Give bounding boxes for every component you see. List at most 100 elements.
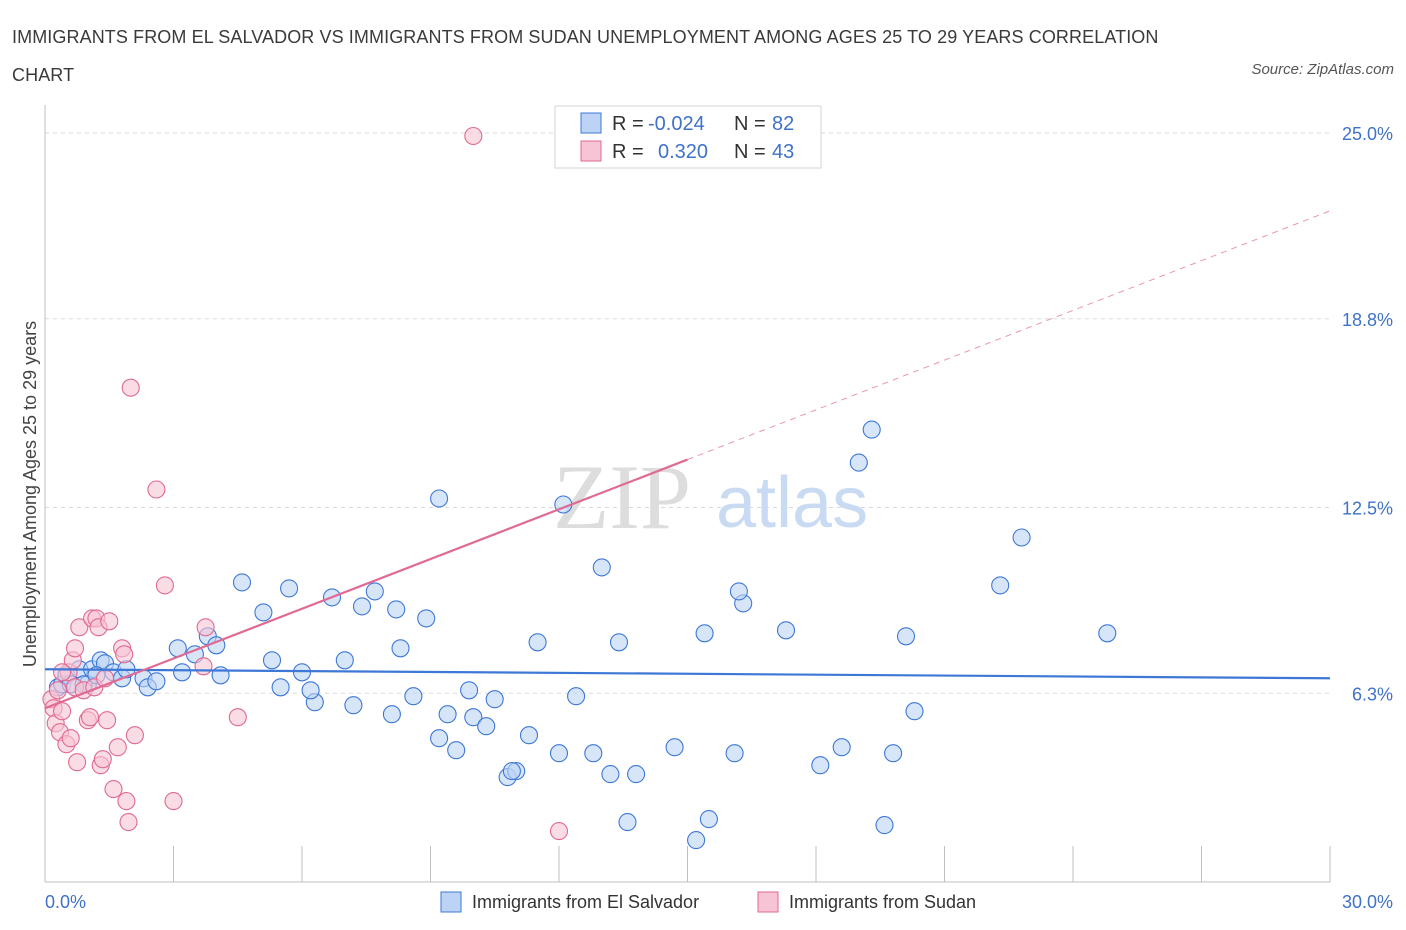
point-el-salvador — [811, 756, 830, 775]
point-el-salvador — [232, 573, 252, 592]
point-el-salvador — [776, 621, 796, 640]
point-sudan — [155, 576, 174, 595]
point-el-salvador — [725, 744, 744, 763]
point-el-salvador — [211, 666, 230, 685]
point-el-salvador — [254, 603, 273, 622]
trendline-sudan — [44, 458, 688, 710]
legend-n-value-2: 43 — [772, 141, 794, 163]
y-tick-label: 18.8% — [1342, 310, 1393, 330]
point-el-salvador — [729, 582, 748, 601]
point-sudan — [115, 645, 134, 664]
point-el-salvador — [147, 672, 166, 691]
point-sudan — [104, 780, 123, 799]
point-el-salvador — [528, 633, 547, 652]
point-el-salvador — [991, 576, 1010, 595]
point-el-salvador — [699, 810, 718, 829]
point-el-salvador — [502, 762, 521, 781]
point-el-salvador — [417, 609, 436, 628]
point-el-salvador — [1012, 528, 1031, 547]
point-sudan — [65, 639, 85, 658]
point-el-salvador — [387, 600, 406, 619]
legend-r-label-2: R = — [612, 141, 644, 163]
point-sudan — [196, 618, 215, 637]
trendline-sudan-extension — [687, 210, 1331, 461]
point-el-salvador — [905, 702, 924, 721]
point-sudan — [80, 708, 100, 727]
bottom-legend-label-el-salvador: Immigrants from El Salvador — [472, 892, 699, 912]
y-tick-label: 6.3% — [1352, 684, 1393, 704]
point-el-salvador — [687, 831, 706, 850]
legend-r-label-1: R = — [612, 113, 644, 135]
point-el-salvador — [271, 678, 290, 697]
point-el-salvador — [519, 726, 539, 745]
point-sudan — [68, 753, 87, 772]
legend-n-label-2: N = — [734, 141, 766, 163]
point-sudan — [53, 663, 72, 682]
watermark-zip: ZIP — [553, 446, 691, 548]
point-el-salvador — [280, 579, 299, 598]
point-sudan — [108, 738, 127, 757]
point-el-salvador — [832, 738, 851, 757]
point-el-salvador — [695, 624, 714, 643]
point-el-salvador — [584, 744, 603, 763]
point-el-salvador — [896, 627, 916, 646]
watermark-atlas: atlas — [716, 463, 868, 543]
point-el-salvador — [365, 582, 384, 601]
point-el-salvador — [430, 729, 449, 748]
points-layer — [42, 126, 1117, 850]
point-el-salvador — [884, 744, 903, 763]
legend-swatch-el-salvador — [580, 112, 602, 134]
point-sudan — [61, 729, 80, 748]
point-el-salvador — [1098, 624, 1117, 643]
y-axis-label: Unemployment Among Ages 25 to 29 years — [20, 321, 40, 667]
point-sudan — [549, 822, 569, 841]
point-sudan — [53, 702, 72, 721]
legend-r-value-1: -0.024 — [648, 113, 705, 135]
bottom-legend-swatch-el-salvador — [440, 891, 462, 913]
point-el-salvador — [567, 687, 586, 706]
point-el-salvador — [335, 651, 354, 670]
point-el-salvador — [352, 597, 372, 616]
legend-n-value-1: 82 — [772, 113, 794, 135]
point-el-salvador — [549, 744, 569, 763]
point-sudan — [119, 813, 138, 832]
grid-layer — [45, 132, 1330, 694]
point-el-salvador — [301, 681, 320, 700]
point-sudan — [194, 657, 213, 676]
point-el-salvador — [627, 765, 646, 784]
point-sudan — [125, 726, 144, 745]
point-el-salvador — [485, 690, 504, 709]
bottom-legend-label-sudan: Immigrants from Sudan — [789, 892, 976, 912]
point-el-salvador — [464, 708, 483, 727]
point-el-salvador — [601, 765, 620, 784]
point-el-salvador — [875, 816, 894, 835]
point-sudan — [147, 480, 166, 499]
legend-swatch-sudan — [580, 140, 602, 162]
point-el-salvador — [665, 738, 684, 757]
point-el-salvador — [618, 813, 637, 832]
point-el-salvador — [391, 639, 410, 658]
bottom-legend: Immigrants from El Salvador Immigrants f… — [440, 891, 976, 913]
point-el-salvador — [404, 687, 423, 706]
point-el-salvador — [862, 420, 881, 439]
point-el-salvador — [262, 651, 282, 670]
point-el-salvador — [344, 696, 363, 715]
point-sudan — [121, 378, 140, 397]
bottom-legend-swatch-sudan — [757, 891, 779, 913]
point-sudan — [117, 792, 136, 811]
point-sudan — [98, 711, 117, 730]
point-el-salvador — [173, 663, 192, 682]
point-sudan — [48, 681, 67, 700]
point-sudan — [164, 792, 183, 811]
point-el-salvador — [477, 717, 496, 736]
x-tick-label: 0.0% — [45, 892, 86, 912]
legend-n-label-1: N = — [734, 113, 766, 135]
point-sudan — [70, 618, 89, 637]
point-el-salvador — [382, 705, 401, 724]
axes-layer: 6.3% 12.5% 18.8% 25.0% 0.0% 30.0% — [44, 105, 1393, 912]
y-tick-label: 25.0% — [1342, 124, 1393, 144]
trendline-el-salvador — [44, 668, 1331, 680]
point-el-salvador — [430, 489, 449, 508]
watermark: ZIP atlas — [553, 446, 868, 548]
